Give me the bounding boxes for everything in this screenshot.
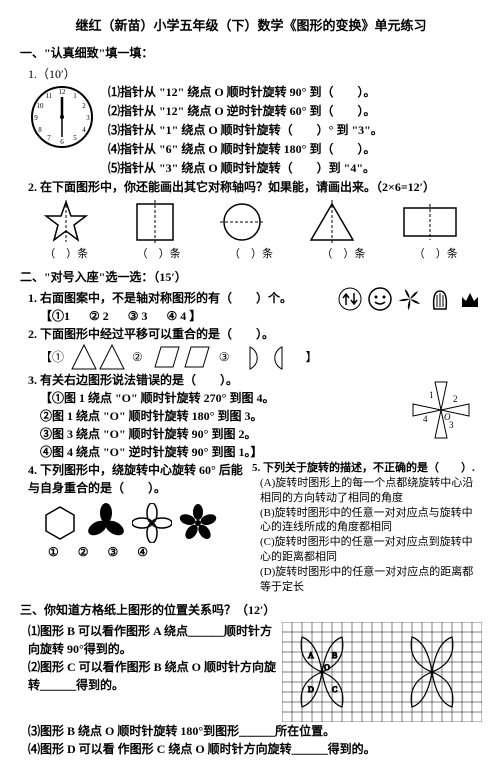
s3-line: ⑵图形 C 可以看作图形 B 绕点 O 顺时针方向旋转＿＿＿得到的。 (28, 658, 282, 694)
star-icon (42, 200, 90, 244)
cap: （ ）条 (44, 246, 88, 263)
opt: ① (48, 543, 59, 561)
q5-line: (C)旋转时图形中的任意一对对应点到旋转中心的距离都相同 (260, 535, 482, 565)
s2q2-shapes: 【① ② ③】 (40, 343, 482, 371)
rect-icon (400, 200, 460, 244)
s2q4-shapes (40, 503, 252, 543)
svg-text:6: 6 (60, 138, 64, 146)
svg-text:12: 12 (59, 88, 67, 96)
square-icon (133, 200, 177, 244)
cap: （ ）条 (229, 246, 273, 263)
cap: （ ）条 (137, 246, 181, 263)
icon-set (338, 287, 482, 311)
windmill-icon: 1 2 3 4 O (402, 371, 482, 449)
s2q4-opts: ① ② ③ ④ (48, 543, 252, 561)
section2-head: 二、"对号入座"选一选：（15′） (20, 268, 482, 286)
s3-line-3: ⑶图形 B 绕点 O 顺时针旋转 180°到图形＿＿＿所在位置。 (28, 722, 482, 740)
svg-text:4: 4 (423, 414, 428, 424)
triangle-icon (307, 200, 357, 244)
s2q2-text: 2. 下面图形中经过平移可以重合的是（ ）。 (28, 325, 482, 343)
section1-head: 一、"认真细致"填一填： (20, 44, 482, 62)
arrows-icon (338, 287, 362, 311)
cap: （ ）条 (321, 246, 365, 263)
tri-leaf-icon (86, 503, 126, 543)
svg-text:9: 9 (34, 114, 38, 122)
svg-text:B: B (332, 651, 337, 660)
s2q3-lines: 【①图 1 绕点 "O" 顺时针旋转 270° 到图 4。 ②图 1 绕点 "O… (40, 389, 402, 461)
svg-text:5: 5 (73, 134, 77, 142)
q2-text: 2. 在下面图形中，你还能画出其它对称轴吗？如果能，请画出来。（2×6=12′） (28, 178, 482, 196)
q1-lines: ⑴指针从 "12" 绕点 O 顺时针旋转 90° 到（ ）。 ⑵指针从 "12"… (108, 83, 482, 178)
svg-text:8: 8 (38, 126, 42, 134)
opt: 【①1 (40, 307, 70, 325)
svg-text:2: 2 (453, 394, 458, 404)
s2q5-lines: (A)旋转时图形上的每一个点都绕旋转中心沿相同的方向转动了相同的角度 (B)旋转… (260, 476, 482, 595)
s2q5-text: 5. 下列关于旋转的描述，不正确的是（ ）. (252, 461, 482, 476)
page-title: 继红（新苗）小学五年级（下）数学《图形的变换》单元练习 (20, 16, 482, 36)
opt: ② (78, 543, 89, 561)
hexagon-icon (40, 503, 80, 543)
q5-line: (D)旋转时图形中的任意一对对应点的距离都等于定长 (260, 565, 482, 595)
s2q1-text: 1. 右面图案中，不是轴对称图形的有（ ）个。 (28, 289, 338, 307)
svg-text:10: 10 (37, 102, 45, 110)
q5-line: (B)旋转时图形中的任意一对对应点与旋转中心的连线所成的角度都相同 (260, 506, 482, 536)
svg-text:4: 4 (82, 126, 86, 134)
semi-pair-icon (236, 343, 300, 371)
q3-line: 【①图 1 绕点 "O" 顺时针旋转 270° 到图 4。 (40, 389, 402, 407)
shapes-cap: （ ）条 （ ）条 （ ）条 （ ）条 （ ）条 (20, 246, 482, 263)
svg-text:7: 7 (47, 134, 51, 142)
opt: ④ (137, 543, 148, 561)
q5-line: (A)旋转时图形上的每一个点都绕旋转中心沿相同的方向转动了相同的角度 (260, 476, 482, 506)
svg-text:O: O (324, 663, 330, 672)
svg-text:2: 2 (82, 102, 86, 110)
q1-line: ⑷指针从 "6" 绕点 O 顺时针旋转 180° 到（ ）。 (108, 140, 482, 158)
svg-text:O: O (444, 412, 451, 422)
q3-line: ②图 1 绕点 "O" 顺时针旋转 180° 到图 3。 (40, 407, 402, 425)
smile-icon (368, 287, 392, 311)
shapes-row (20, 200, 482, 244)
svg-text:C: C (332, 685, 337, 694)
clock-icon: 1212 345 678 91011 (28, 83, 98, 151)
q1-line: ⑵指针从 "12" 绕点 O 逆时针旋转 60° 到（ ）。 (108, 102, 482, 120)
opt: ④ 4 】 (167, 307, 202, 325)
circle-icon (220, 200, 264, 244)
crown-icon (458, 287, 482, 311)
s3-lines: ⑴图形 B 可以看作图形 A 绕点＿＿＿顺时针方向旋转 90°得到的。 ⑵图形 … (28, 622, 282, 694)
cap: （ ）条 (414, 246, 458, 263)
opt: ③ (108, 543, 119, 561)
svg-text:A: A (308, 651, 314, 660)
q1-row: 1212 345 678 91011 ⑴指针从 "12" 绕点 O 顺时针旋转 … (28, 83, 482, 178)
q1-line: ⑴指针从 "12" 绕点 O 顺时针旋转 90° 到（ ）。 (108, 83, 482, 101)
svg-text:3: 3 (86, 114, 90, 122)
harp-icon (428, 287, 452, 311)
s2q1-opts: 【①1 ② 2 ③ 3 ④ 4 】 (40, 307, 338, 325)
section3-head: 三、你知道方格纸上图形的位置关系吗？（12′） (20, 601, 482, 619)
q3-line: ④图 4 绕点 "O" 逆时针旋转 90° 到图 1。】 (40, 443, 402, 461)
q3-line: ③图 3 绕点 "O" 顺时针旋转 90° 到图 2。 (40, 425, 402, 443)
flower-icon (398, 287, 422, 311)
svg-text:1: 1 (73, 92, 77, 100)
s3-line-4: ⑷图形 D 可以看 作图形 C 绕点 O 顺时针方向旋转＿＿＿得到的。 (28, 740, 482, 758)
tri-pair-icon (70, 343, 126, 371)
grid-figure: A B C D O (282, 622, 482, 722)
svg-text:11: 11 (46, 92, 53, 100)
opt: ③ 3 (128, 307, 148, 325)
q1-num: 1.（10′） (28, 65, 482, 83)
four-leaf-icon (132, 503, 172, 543)
svg-text:1: 1 (429, 390, 434, 400)
s2q3-text: 3. 有关右边图形说法错误的是（ ）。 (28, 371, 402, 389)
q1-line: ⑶指针从 "1" 绕点 O 顺时针旋转（ ）° 到 "3"。 (108, 121, 482, 139)
q1-line: ⑸指针从 "3" 绕点 O 顺时针旋转（ ）到 "4"。 (108, 159, 482, 177)
five-petal-icon (178, 503, 218, 543)
svg-text:D: D (308, 685, 314, 694)
para-pair-icon (149, 343, 213, 371)
opt: ② 2 (89, 307, 109, 325)
s3-line: ⑴图形 B 可以看作图形 A 绕点＿＿＿顺时针方向旋转 90°得到的。 (28, 622, 282, 658)
s2q4-text: 4. 下列图形中，绕旋转中心旋转 60° 后能与自身重合的是（ ）。 (28, 461, 252, 497)
